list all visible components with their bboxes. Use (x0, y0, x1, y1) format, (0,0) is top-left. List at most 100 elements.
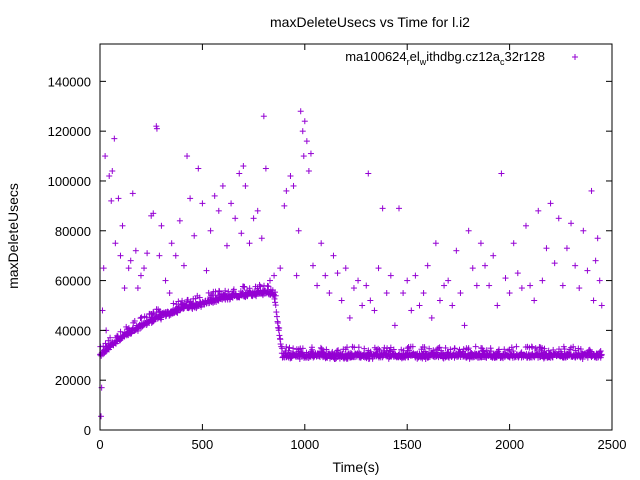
data-point (191, 232, 198, 239)
data-point (180, 262, 187, 269)
data-point (102, 153, 109, 160)
data-point (168, 240, 175, 247)
data-point (432, 240, 439, 247)
y-tick-label: 80000 (55, 224, 91, 239)
data-point (100, 265, 107, 272)
data-point (596, 277, 603, 284)
data-point (598, 302, 605, 309)
data-point (132, 247, 139, 254)
data-point (324, 354, 331, 361)
data-point (383, 290, 390, 297)
data-point (469, 265, 476, 272)
data-point (223, 242, 230, 249)
data-point (590, 297, 597, 304)
data-point (561, 346, 568, 353)
plot-points (97, 108, 605, 420)
data-point (449, 302, 456, 309)
data-point (318, 240, 325, 247)
data-point (158, 314, 165, 321)
data-point (272, 302, 279, 309)
data-point (273, 309, 280, 316)
data-point (240, 163, 247, 170)
data-point (472, 343, 479, 350)
data-point (365, 170, 372, 177)
data-point (404, 277, 411, 284)
data-point (363, 282, 370, 289)
data-point (482, 262, 489, 269)
data-point (580, 227, 587, 234)
data-point (203, 267, 210, 274)
data-point (230, 286, 237, 293)
data-point (281, 202, 288, 209)
data-point (531, 297, 538, 304)
data-point (359, 302, 366, 309)
data-point (477, 240, 484, 247)
data-point (314, 282, 321, 289)
data-point (584, 267, 591, 274)
data-point (535, 207, 542, 214)
data-point (346, 314, 353, 321)
data-point (307, 150, 314, 157)
data-point (563, 245, 570, 252)
data-point (290, 345, 297, 352)
data-point (317, 344, 324, 351)
data-point (406, 347, 413, 354)
data-point (501, 346, 508, 353)
data-point (98, 413, 105, 420)
data-point (301, 118, 308, 125)
data-point (272, 289, 279, 296)
data-point (539, 277, 546, 284)
data-point (334, 270, 341, 277)
data-point (387, 272, 394, 279)
data-point (166, 290, 173, 297)
data-point (299, 128, 306, 135)
data-point (445, 277, 452, 284)
data-point (254, 207, 261, 214)
data-point (215, 207, 222, 214)
x-tick-label: 2000 (495, 437, 524, 452)
data-point (262, 165, 269, 172)
data-point (541, 345, 548, 352)
x-axis-ticks: 0 500 1000 1500 2000 2500 (96, 44, 626, 452)
data-point (287, 172, 294, 179)
data-point (486, 282, 493, 289)
data-point (396, 205, 403, 212)
data-point (187, 195, 194, 202)
data-point (426, 345, 433, 352)
data-point (588, 187, 595, 194)
data-point (436, 297, 443, 304)
x-tick-label: 500 (192, 437, 214, 452)
y-tick-label: 0 (84, 423, 91, 438)
data-point (258, 235, 265, 242)
data-point (260, 113, 267, 120)
data-point (239, 289, 246, 296)
data-point (266, 277, 273, 284)
data-point (572, 347, 579, 354)
data-point (408, 307, 415, 314)
data-point (297, 108, 304, 115)
data-point (271, 295, 278, 302)
data-point (108, 197, 115, 204)
data-point (598, 351, 605, 358)
data-point (355, 277, 362, 284)
data-point (409, 343, 416, 350)
data-point (592, 257, 599, 264)
data-point (547, 200, 554, 207)
data-point (283, 343, 290, 350)
data-point (184, 153, 191, 160)
data-point (522, 222, 529, 229)
y-tick-label: 20000 (55, 373, 91, 388)
data-point (488, 348, 495, 355)
legend: ma100624relwithdbg.cz12ac32r128 (345, 49, 578, 67)
data-point (219, 182, 226, 189)
data-point (296, 356, 303, 363)
data-point (295, 227, 302, 234)
data-point (350, 285, 357, 292)
data-point (428, 314, 435, 321)
data-point (131, 317, 138, 324)
data-point (510, 240, 517, 247)
data-point (228, 200, 235, 207)
x-tick-label: 2500 (598, 437, 627, 452)
data-point (174, 309, 181, 316)
